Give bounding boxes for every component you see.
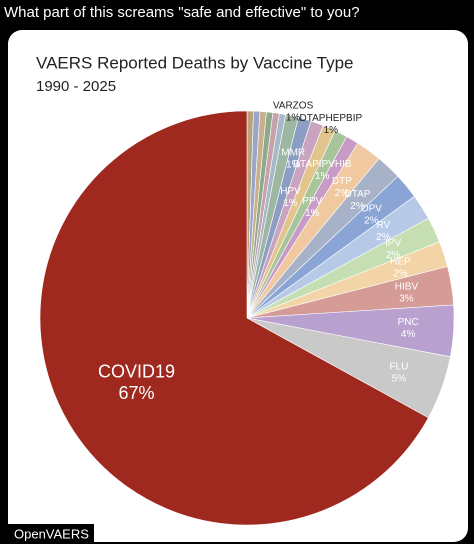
slice-label: DTAP: [345, 189, 371, 200]
watermark: OpenVAERS: [14, 526, 89, 541]
chart-subtitle: 1990 - 2025: [36, 78, 116, 95]
watermark-box: [8, 524, 94, 544]
post-text: What part of this screams "safe and effe…: [4, 4, 360, 21]
slice-value-label: 2%: [364, 216, 379, 227]
slice-label: OPV: [361, 204, 382, 215]
slice-value-label: 4%: [401, 329, 416, 340]
slice-value-label: 2%: [386, 250, 401, 261]
slice-value-label: 3%: [399, 293, 414, 304]
slice-label: HIBV: [395, 281, 419, 292]
slice-value-label: 5%: [392, 373, 407, 384]
slice-label: VARZOS: [273, 101, 314, 112]
slice-value-label: 2%: [393, 269, 408, 280]
slice-label: PNC: [398, 317, 419, 328]
slice-label: FLU: [389, 361, 408, 372]
slice-label: MMR: [281, 148, 305, 159]
slice-value-label: 2%: [350, 201, 365, 212]
slice-label: HPV: [280, 186, 301, 197]
slice-label: DTP: [332, 176, 352, 187]
slice-value-label: 1%: [286, 160, 301, 171]
pie: VARZOS1%MMR1%HPV1%DTAPHEPBIP1%DTAPIPVHIB…: [39, 101, 455, 526]
slice-value-label: 2%: [376, 232, 391, 243]
slice-label-big: COVID19: [98, 361, 175, 381]
slice-value-label: 1%: [283, 198, 298, 209]
slice-label: IPV: [385, 238, 401, 249]
slice-label: RV: [376, 220, 390, 231]
slice-value-label: 1%: [305, 208, 320, 219]
slice-value-label: 67%: [119, 383, 155, 403]
slice-label: PPV: [302, 196, 322, 207]
pie-slice: [39, 110, 429, 526]
slice-label: DTAPIPVHIB: [293, 159, 352, 170]
slice-label: HEP: [390, 257, 411, 268]
slice-value-label: 1%: [286, 113, 301, 124]
slice-label: DTAPHEPBIP: [300, 113, 363, 124]
slice-value-label: 1%: [315, 171, 330, 182]
slice-value-label: 1%: [324, 125, 339, 136]
chart-title: VAERS Reported Deaths by Vaccine Type: [36, 53, 354, 72]
slice-value-label: 2%: [335, 188, 350, 199]
